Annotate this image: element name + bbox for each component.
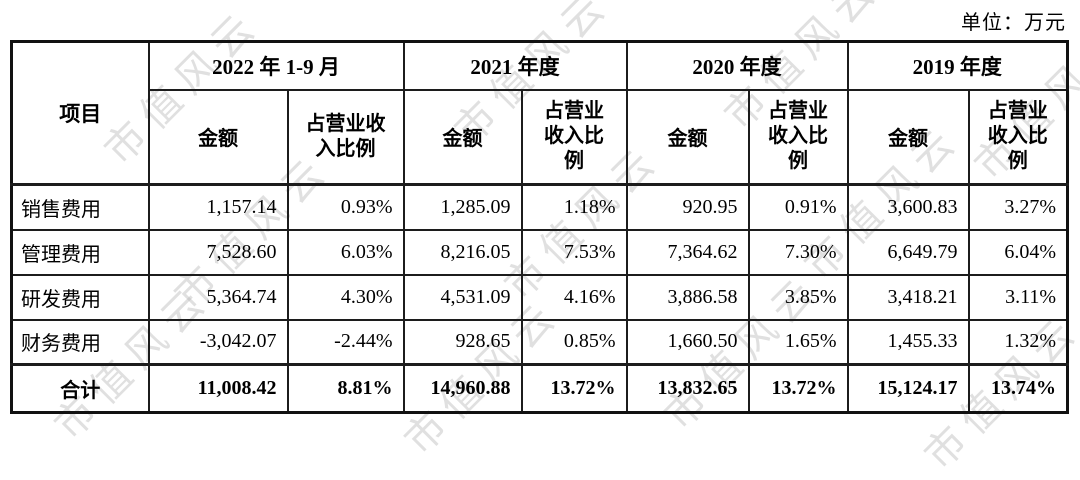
col-header-amount-2019: 金额 [846, 88, 970, 186]
cell-value: 13.72% [520, 363, 628, 414]
cell-value: -3,042.07 [147, 318, 289, 366]
row-label-total: 合计 [10, 363, 150, 414]
cell-value: 8,216.05 [402, 228, 523, 276]
table-row-total: 合计 11,008.42 8.81% 14,960.88 13.72% 13,8… [10, 363, 1069, 414]
cell-value: 1,660.50 [625, 318, 750, 366]
table-row-rd-expense: 研发费用 5,364.74 4.30% 4,531.09 4.16% 3,886… [10, 273, 1069, 321]
col-header-period-2022: 2022 年 1-9 月 [147, 40, 405, 91]
cell-value: -2.44% [286, 318, 405, 366]
table-row-admin-expense: 管理费用 7,528.60 6.03% 8,216.05 7.53% 7,364… [10, 228, 1069, 276]
cell-value: 13,832.65 [625, 363, 750, 414]
cell-value: 13.72% [747, 363, 849, 414]
cell-value: 3,600.83 [846, 183, 970, 231]
col-header-amount-2022: 金额 [147, 88, 289, 186]
cell-value: 4,531.09 [402, 273, 523, 321]
cell-value: 7,528.60 [147, 228, 289, 276]
col-header-item: 项目 [10, 40, 150, 186]
cell-value: 4.16% [520, 273, 628, 321]
row-label: 管理费用 [10, 228, 150, 276]
cell-value: 928.65 [402, 318, 523, 366]
row-label: 研发费用 [10, 273, 150, 321]
expense-ratio-table: 项目 2022 年 1-9 月 2021 年度 2020 年度 2019 年度 … [10, 40, 1069, 414]
col-header-period-2019: 2019 年度 [846, 40, 1069, 91]
cell-value: 6.04% [967, 228, 1069, 276]
row-label: 销售费用 [10, 183, 150, 231]
col-header-period-2021: 2021 年度 [402, 40, 628, 91]
cell-value: 13.74% [967, 363, 1069, 414]
cell-value: 7.30% [747, 228, 849, 276]
col-header-ratio-2020: 占营业 收入比 例 [747, 88, 849, 186]
cell-value: 3.11% [967, 273, 1069, 321]
cell-value: 11,008.42 [147, 363, 289, 414]
cell-value: 1.32% [967, 318, 1069, 366]
row-label: 财务费用 [10, 318, 150, 366]
cell-value: 5,364.74 [147, 273, 289, 321]
header-period-row: 项目 2022 年 1-9 月 2021 年度 2020 年度 2019 年度 [10, 40, 1069, 186]
cell-value: 4.30% [286, 273, 405, 321]
cell-value: 0.91% [747, 183, 849, 231]
cell-value: 7.53% [520, 228, 628, 276]
cell-value: 0.93% [286, 183, 405, 231]
table-row-finance-expense: 财务费用 -3,042.07 -2.44% 928.65 0.85% 1,660… [10, 318, 1069, 366]
col-header-amount-2021: 金额 [402, 88, 523, 186]
cell-value: 3,886.58 [625, 273, 750, 321]
col-header-ratio-2021: 占营业 收入比 例 [520, 88, 628, 186]
cell-value: 7,364.62 [625, 228, 750, 276]
table-row-sales-expense: 销售费用 1,157.14 0.93% 1,285.09 1.18% 920.9… [10, 183, 1069, 231]
col-header-ratio-2019: 占营业 收入比 例 [967, 88, 1069, 186]
cell-value: 3.85% [747, 273, 849, 321]
cell-value: 15,124.17 [846, 363, 970, 414]
cell-value: 1.65% [747, 318, 849, 366]
cell-value: 6,649.79 [846, 228, 970, 276]
header-sub-row: 金额 占营业收 入比例 金额 占营业 收入比 例 金额 占营业 收入比 例 金额… [12, 88, 1069, 186]
cell-value: 920.95 [625, 183, 750, 231]
col-header-period-2020: 2020 年度 [625, 40, 849, 91]
cell-value: 3.27% [967, 183, 1069, 231]
cell-value: 1,285.09 [402, 183, 523, 231]
cell-value: 0.85% [520, 318, 628, 366]
cell-value: 3,418.21 [846, 273, 970, 321]
col-header-amount-2020: 金额 [625, 88, 750, 186]
cell-value: 8.81% [286, 363, 405, 414]
cell-value: 1.18% [520, 183, 628, 231]
unit-label: 单位：万元 [961, 12, 1066, 34]
cell-value: 6.03% [286, 228, 405, 276]
cell-value: 14,960.88 [402, 363, 523, 414]
cell-value: 1,455.33 [846, 318, 970, 366]
cell-value: 1,157.14 [147, 183, 289, 231]
col-header-ratio-2022: 占营业收 入比例 [286, 88, 405, 186]
